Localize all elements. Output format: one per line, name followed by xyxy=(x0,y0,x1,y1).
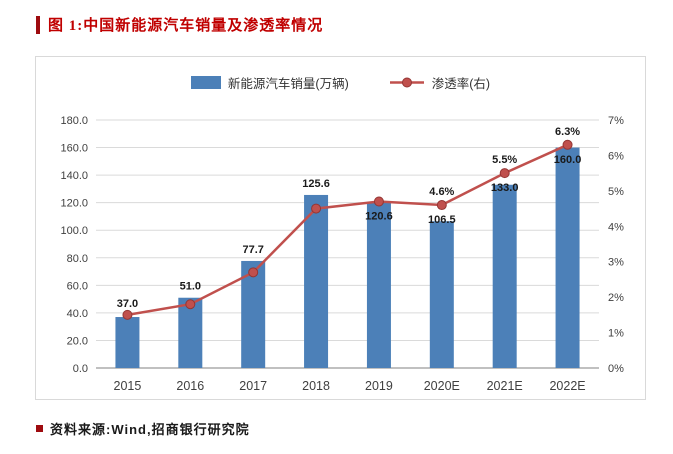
right-axis-tick: 1% xyxy=(608,328,624,340)
chart-container: 新能源汽车销量(万辆) 渗透率(右) 0.0 20.0 40.0 60.0 80.0 10… xyxy=(35,56,646,400)
rate-value-label: 6.3% xyxy=(555,126,580,138)
line-marker-2015 xyxy=(123,310,132,319)
source-bullet-icon xyxy=(36,425,43,432)
line-marker-2019 xyxy=(374,197,383,206)
legend-item-sales: 新能源汽车销量(万辆) xyxy=(191,73,349,92)
chart-legend: 新能源汽车销量(万辆) 渗透率(右) xyxy=(36,73,645,92)
left-axis-tick: 140.0 xyxy=(60,170,88,182)
line-marker-2020E xyxy=(437,201,446,210)
right-axis-tick: 6% xyxy=(608,150,624,162)
x-tick-2016: 2016 xyxy=(176,379,204,393)
left-axis-tick: 160.0 xyxy=(60,143,88,155)
bar-2021E xyxy=(493,185,517,368)
bar-series-swatch xyxy=(191,76,221,89)
bar-value-label: 77.7 xyxy=(242,244,263,256)
x-tick-2022E: 2022E xyxy=(549,379,585,393)
rate-value-label: 4.6% xyxy=(429,186,454,198)
left-axis-tick: 40.0 xyxy=(67,308,88,320)
legend-label-sales: 新能源汽车销量(万辆) xyxy=(228,73,349,92)
right-axis-tick: 4% xyxy=(608,221,624,233)
right-axis-tick: 0% xyxy=(608,363,624,375)
bar-2019 xyxy=(367,202,391,368)
rate-value-label: 5.5% xyxy=(492,154,517,166)
x-tick-2019: 2019 xyxy=(365,379,393,393)
source-label: 资料来源:Wind,招商银行研究院 xyxy=(50,419,250,438)
line-marker-2018 xyxy=(312,204,321,213)
right-axis-tick: 3% xyxy=(608,257,624,269)
left-axis-tick: 80.0 xyxy=(67,253,88,265)
left-axis-tick: 20.0 xyxy=(67,335,88,347)
bar-value-label: 106.5 xyxy=(428,214,456,226)
legend-item-rate: 渗透率(右) xyxy=(389,73,490,92)
right-axis-tick: 2% xyxy=(608,292,624,304)
x-tick-2021E: 2021E xyxy=(487,379,523,393)
bar-value-label: 125.6 xyxy=(302,178,330,190)
bar-2018 xyxy=(304,195,328,368)
left-axis-tick: 60.0 xyxy=(67,280,88,292)
line-series-swatch xyxy=(389,76,425,89)
bar-2015 xyxy=(115,317,139,368)
bar-value-label: 160.0 xyxy=(554,154,582,166)
figure-title: 图 1:中国新能源汽车销量及渗透率情况 xyxy=(48,14,323,35)
bar-value-label: 51.0 xyxy=(180,281,201,293)
line-marker-2021E xyxy=(500,169,509,178)
bar-value-label: 120.6 xyxy=(365,210,393,222)
figure-title-row: 图 1:中国新能源汽车销量及渗透率情况 xyxy=(36,14,323,35)
source-row: 资料来源:Wind,招商银行研究院 xyxy=(36,419,250,438)
x-tick-2020E: 2020E xyxy=(424,379,460,393)
left-axis-tick: 180.0 xyxy=(60,115,88,127)
x-tick-2015: 2015 xyxy=(114,379,142,393)
x-tick-2017: 2017 xyxy=(239,379,267,393)
left-axis-tick: 0.0 xyxy=(73,363,88,375)
bar-2020E xyxy=(430,221,454,368)
chart-canvas: 0.0 20.0 40.0 60.0 80.0 100.0 120.0 140.0 160.0 1… xyxy=(36,98,645,398)
legend-label-rate: 渗透率(右) xyxy=(432,73,490,92)
right-axis-tick: 5% xyxy=(608,186,624,198)
bar-value-label: 37.0 xyxy=(117,298,138,310)
title-accent-bar xyxy=(36,16,40,34)
left-axis-tick: 120.0 xyxy=(60,198,88,210)
line-marker-2017 xyxy=(249,268,258,277)
line-marker-2022E xyxy=(563,140,572,149)
bar-2022E xyxy=(556,148,580,368)
left-axis-tick: 100.0 xyxy=(60,225,88,237)
right-axis-tick: 7% xyxy=(608,115,624,127)
bar-value-label: 133.0 xyxy=(491,182,519,194)
line-marker-2016 xyxy=(186,300,195,309)
x-tick-2018: 2018 xyxy=(302,379,330,393)
